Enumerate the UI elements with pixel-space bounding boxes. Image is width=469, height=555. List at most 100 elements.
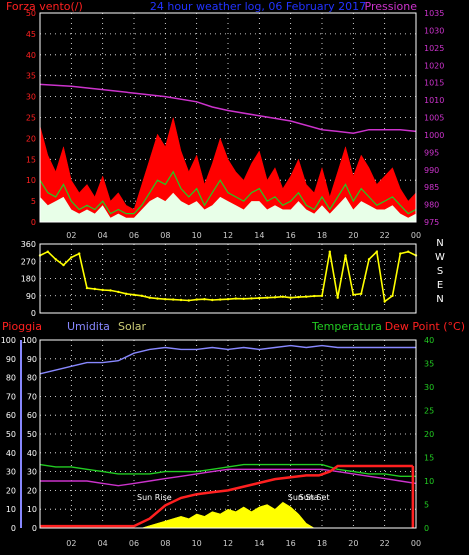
solar-area [141,501,316,529]
compass-label: N [436,294,443,305]
wind-x-tick: 00 [411,231,421,240]
direction-point [187,299,190,302]
temp-y-tick: 25 [424,407,434,416]
humidity-x-tick: 06 [129,539,139,548]
wind-y-tick: 10 [26,176,36,185]
wind-frame [39,12,417,223]
direction-point [367,258,371,261]
direction-point [219,298,222,301]
direction-point [344,254,347,257]
pressure-y-tick: 1020 [424,61,444,70]
direction-point [172,298,175,301]
temp-y-tick: 40 [424,336,434,345]
humidity-x-tick: 02 [66,539,76,548]
direction-point [273,296,277,299]
wind-label: Forza vento(/) [6,0,83,13]
rain-y-tick: 40 [6,449,16,458]
direction-point [360,292,363,295]
direction-point [399,252,402,255]
direction-point [313,294,316,298]
temp-y-tick: 5 [424,501,429,510]
temp-y-tick: 0 [424,524,429,533]
direction-point [336,296,339,299]
pressure-y-tick: 1030 [424,26,444,35]
pressure-y-tick: 1025 [424,44,444,53]
direction-point [117,290,120,294]
direction-point [352,293,355,296]
wind-x-tick: 16 [286,231,296,240]
humidity-y-tick: 80 [27,374,37,383]
direction-point [234,297,237,300]
wind-x-tick: 14 [254,231,264,240]
direction-point [109,289,112,292]
direction-point [211,298,214,302]
chart-title: 24 hour weather log, 06 February 2017 [150,0,366,13]
rain-label: Pioggia [2,320,42,333]
wind-x-tick: 12 [223,231,233,240]
wind-y-tick: 45 [26,30,36,39]
direction-point [250,297,253,300]
compass-label: E [437,280,443,291]
humidity-y-tick: 0 [32,524,37,533]
compass-label: N [436,238,443,249]
direction-point [297,295,300,299]
rain-y-tick: 10 [6,505,16,514]
direction-point [156,297,159,300]
wind-x-tick: 10 [192,231,202,240]
solar-label: Solar [118,320,147,333]
wind-y-tick: 30 [26,93,36,102]
humidity-line [39,344,416,375]
temp-y-tick: 30 [424,383,434,392]
direction-point [54,258,57,261]
wind-x-tick: 04 [98,231,108,240]
direction-point [266,296,269,299]
humidity-x-tick: 00 [411,539,421,548]
direction-point [407,250,410,253]
rain-y-tick: 50 [6,430,16,439]
direction-point [140,294,143,297]
wind-y-tick: 35 [26,72,36,81]
rain-y-tick: 30 [6,468,16,477]
direction-point [281,295,284,298]
wind-y-tick: 20 [26,134,36,143]
direction-point [305,295,308,298]
humidity-frame [39,339,417,529]
direction-point [148,296,151,299]
rain-y-tick: 100 [1,336,16,345]
pressure-y-tick: 995 [424,148,439,157]
wind-x-tick: 06 [129,231,139,240]
pressure-y-tick: 985 [424,183,439,192]
humidity-x-tick: 10 [192,539,202,548]
wind-y-tick: 0 [31,218,36,227]
rain-y-tick: 0 [11,524,16,533]
temp-y-tick: 10 [424,477,434,486]
wind-pressure-panel: 0510152025303540455097598098599099510001… [26,9,445,240]
temperature-line [39,463,416,477]
compass-label: S [437,266,443,277]
direction-y-tick: 180 [21,275,36,284]
humidity-x-tick: 04 [98,539,108,548]
wind-y-tick: 40 [26,51,36,60]
humidity-y-tick: 30 [27,468,37,477]
rain-line [40,464,413,528]
humidity-y-tick: 20 [27,486,37,495]
wind-y-tick: 25 [26,114,36,123]
wind-y-tick: 15 [26,155,36,164]
humidity-y-tick: 40 [27,449,37,458]
dewpoint-line [40,468,417,487]
direction-point [132,293,136,296]
direction-point [391,294,394,297]
temp-y-tick: 35 [424,360,434,369]
direction-frame [39,243,417,314]
wind-y-tick: 5 [31,197,36,206]
wind-speed-line [39,170,417,215]
direction-point [328,250,331,253]
temp-y-tick: 20 [424,430,434,439]
direction-point [85,286,89,290]
sun-annotation: Sun Set [299,493,330,502]
direction-y-tick: 0 [31,309,36,318]
direction-y-tick: 270 [21,257,36,266]
